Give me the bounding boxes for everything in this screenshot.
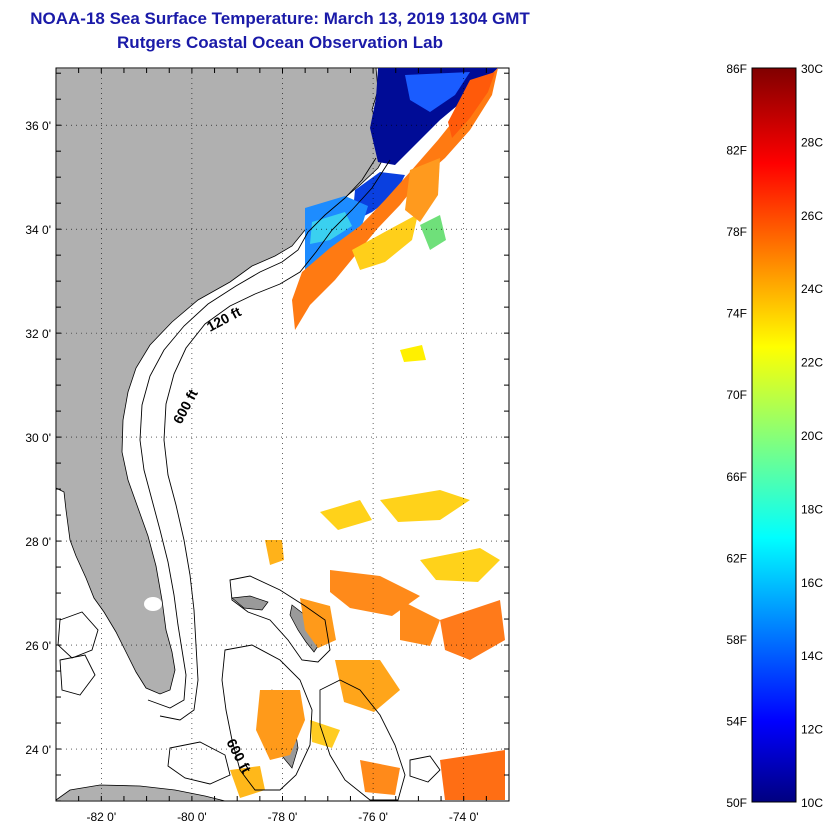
colorbar-fahrenheit-label: 54F — [726, 714, 747, 728]
colorbar-celsius-label: 16C — [801, 576, 823, 590]
colorbar-celsius-label: 30C — [801, 62, 823, 76]
colorbar-fahrenheit-label: 66F — [726, 470, 747, 484]
lon-label: -80 0' — [177, 810, 207, 824]
colorbar-celsius-label: 24C — [801, 282, 823, 296]
colorbar-fahrenheit-label: 86F — [726, 62, 747, 76]
lat-label: 32 0' — [25, 327, 51, 341]
colorbar-celsius-label: 12C — [801, 723, 823, 737]
colorbar-fahrenheit-label: 58F — [726, 633, 747, 647]
lat-lon-grid — [56, 68, 509, 801]
colorbar-celsius-label: 18C — [801, 502, 823, 516]
map-axes: -82 0' -80 0' -78 0' -76 0' -74 0' 36 0' 34 0'… — [25, 68, 510, 824]
lon-label: -82 0' — [86, 810, 116, 824]
lon-label: -78 0' — [268, 810, 298, 824]
lat-label: 24 0' — [25, 743, 51, 757]
lake-okeechobee — [144, 597, 162, 611]
lon-label: -74 0' — [449, 810, 479, 824]
map-title: NOAA-18 Sea Surface Temperature: March 1… — [30, 9, 530, 28]
lat-label: 26 0' — [25, 639, 51, 653]
colorbar-fahrenheit-label: 78F — [726, 225, 747, 239]
lat-label: 34 0' — [25, 223, 51, 237]
sst-imagery — [230, 68, 505, 800]
colorbar-celsius-label: 14C — [801, 649, 823, 663]
colorbar-fahrenheit-label: 82F — [726, 144, 747, 158]
colorbar-fahrenheit-label: 74F — [726, 307, 747, 321]
land-bahamas-grand — [231, 595, 269, 611]
colorbar-fahrenheit-label: 70F — [726, 388, 747, 402]
lat-label: 36 0' — [25, 119, 51, 133]
map-subtitle: Rutgers Coastal Ocean Observation Lab — [117, 33, 443, 52]
lat-label: 28 0' — [25, 535, 51, 549]
colorbar-celsius-label: 26C — [801, 209, 823, 223]
colorbar-celsius-label: 20C — [801, 429, 823, 443]
lat-label: 30 0' — [25, 431, 51, 445]
colorbar-celsius-label: 22C — [801, 356, 823, 370]
land-cuba — [56, 784, 226, 801]
colorbar-celsius-label: 10C — [801, 796, 823, 810]
colorbar — [751, 67, 797, 803]
colorbar-fahrenheit-label: 50F — [726, 796, 747, 810]
colorbar-fahrenheit-label: 62F — [726, 551, 747, 565]
lon-label: -76 0' — [358, 810, 388, 824]
colorbar-celsius-label: 28C — [801, 135, 823, 149]
colorbar-labels: 30C 28C 26C 24C 22C 20C 18C 16C 14C 12C 10C 86F 82F 7… — [726, 62, 823, 810]
